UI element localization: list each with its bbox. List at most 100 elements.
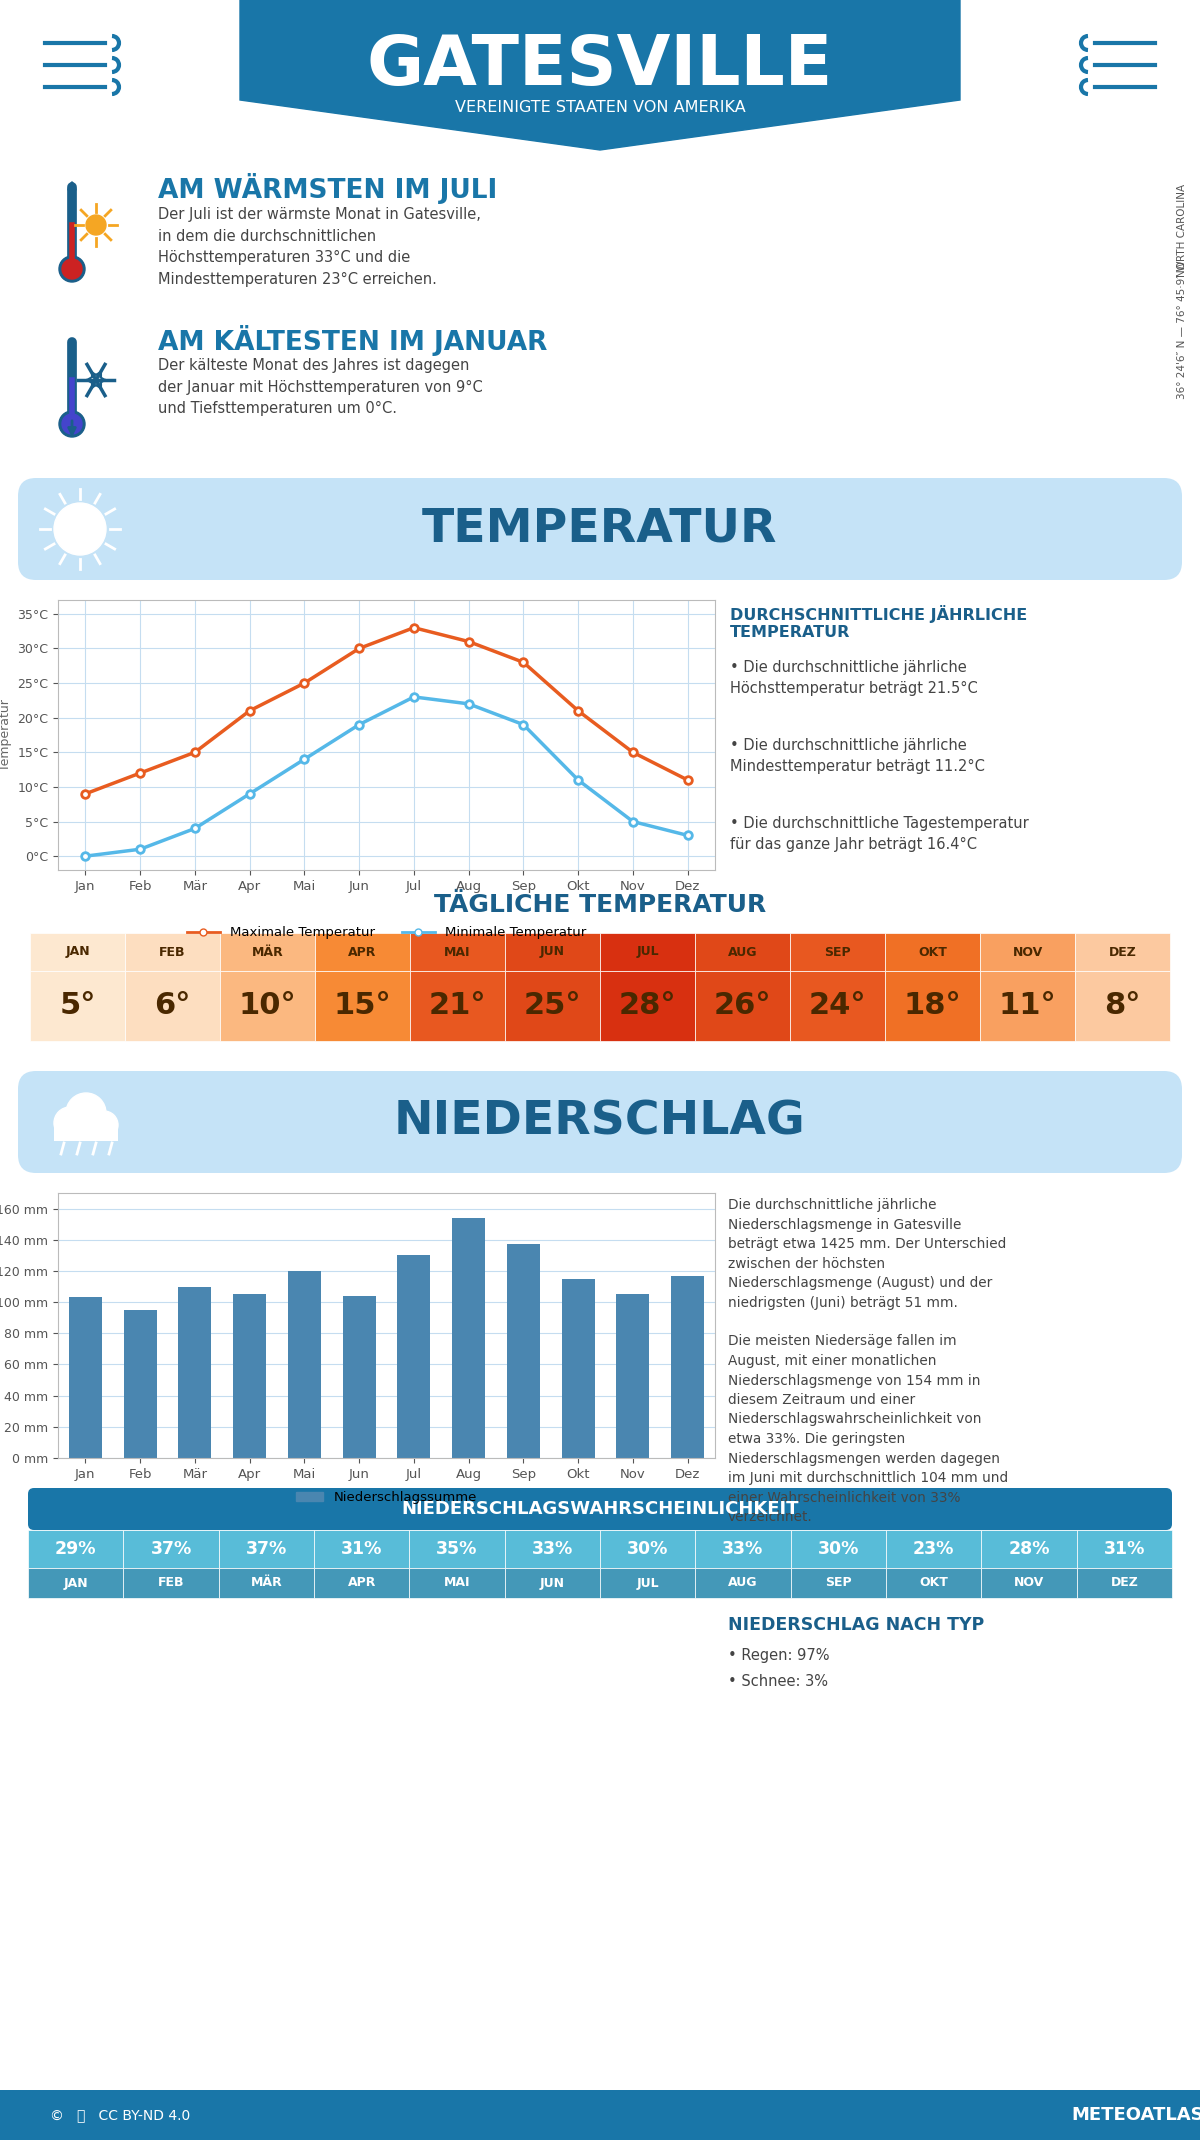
- Maximale Temperatur: [133, 760, 148, 785]
- Text: 37%: 37%: [246, 1541, 287, 1558]
- Text: 26°: 26°: [714, 991, 772, 1021]
- Bar: [695, 972, 790, 1040]
- Text: 6°: 6°: [155, 991, 191, 1021]
- Bar: [233, 1295, 266, 1457]
- Text: AUG: AUG: [728, 1577, 757, 1590]
- Bar: [397, 1256, 431, 1457]
- Text: JUL: JUL: [636, 946, 659, 959]
- Maximale Temperatur: [516, 648, 530, 674]
- Bar: [220, 933, 314, 972]
- Bar: [505, 933, 600, 972]
- Text: 29%: 29%: [55, 1541, 96, 1558]
- Maximale Temperatur: [187, 740, 202, 766]
- Text: 35%: 35%: [437, 1541, 478, 1558]
- Minimale Temperatur: [462, 691, 476, 717]
- Text: NOV: NOV: [1014, 1577, 1044, 1590]
- Circle shape: [62, 413, 82, 434]
- Minimale Temperatur: [352, 713, 366, 738]
- Text: 30%: 30%: [817, 1541, 859, 1558]
- Text: MAI: MAI: [444, 1577, 470, 1590]
- Bar: [886, 1569, 982, 1599]
- Text: DEZ: DEZ: [1110, 1577, 1139, 1590]
- Text: • Die durchschnittliche jährliche
Höchsttemperatur beträgt 21.5°C: • Die durchschnittliche jährliche Höchst…: [730, 659, 978, 696]
- Minimale Temperatur: [680, 822, 695, 847]
- Text: 18°: 18°: [904, 991, 961, 1021]
- Bar: [410, 933, 505, 972]
- Maximale Temperatur: [298, 670, 312, 696]
- Text: DEZ: DEZ: [1109, 946, 1136, 959]
- Text: 24°: 24°: [809, 991, 866, 1021]
- Text: 28%: 28%: [1008, 1541, 1050, 1558]
- Bar: [1076, 1569, 1172, 1599]
- Bar: [125, 933, 220, 972]
- Bar: [980, 972, 1075, 1040]
- Polygon shape: [240, 0, 960, 150]
- Bar: [54, 1124, 118, 1141]
- Text: NIEDERSCHLAGSWAHRSCHEINLICHKEIT: NIEDERSCHLAGSWAHRSCHEINLICHKEIT: [401, 1500, 799, 1517]
- Text: • Regen: 97%: • Regen: 97%: [728, 1648, 829, 1663]
- Minimale Temperatur: [187, 815, 202, 841]
- Text: NIEDERSCHLAG: NIEDERSCHLAG: [394, 1100, 806, 1145]
- Bar: [314, 1569, 409, 1599]
- Bar: [790, 933, 886, 972]
- Text: DURCHSCHNITTLICHE JÄHRLICHE: DURCHSCHNITTLICHE JÄHRLICHE: [730, 606, 1027, 623]
- FancyBboxPatch shape: [18, 1070, 1182, 1173]
- Circle shape: [66, 1094, 106, 1132]
- Bar: [179, 1286, 211, 1457]
- Bar: [562, 1280, 594, 1457]
- Minimale Temperatur: [298, 747, 312, 773]
- Text: AUG: AUG: [727, 946, 757, 959]
- Bar: [886, 972, 980, 1040]
- Circle shape: [54, 1106, 86, 1138]
- Circle shape: [62, 259, 82, 278]
- Text: FEB: FEB: [157, 1577, 185, 1590]
- Minimale Temperatur: [133, 837, 148, 862]
- Bar: [288, 1271, 320, 1457]
- Bar: [0, 0, 1200, 146]
- Text: 11°: 11°: [998, 991, 1056, 1021]
- FancyBboxPatch shape: [28, 1487, 1172, 1530]
- Bar: [980, 933, 1075, 972]
- Bar: [1075, 933, 1170, 972]
- Text: • Die durchschnittliche Tagestemperatur
für das ganze Jahr beträgt 16.4°C: • Die durchschnittliche Tagestemperatur …: [730, 815, 1028, 852]
- Line: Maximale Temperatur: Maximale Temperatur: [82, 625, 691, 798]
- Bar: [506, 1245, 540, 1457]
- Text: OKT: OKT: [919, 1577, 948, 1590]
- Bar: [982, 1530, 1076, 1569]
- Text: MÄR: MÄR: [251, 1577, 282, 1590]
- Bar: [314, 972, 410, 1040]
- Text: NORTH CAROLINA: NORTH CAROLINA: [1177, 184, 1187, 276]
- Bar: [410, 972, 505, 1040]
- Bar: [505, 972, 600, 1040]
- Text: Der kälteste Monat des Jahres ist dagegen
der Januar mit Höchsttemperaturen von : Der kälteste Monat des Jahres ist dagege…: [158, 357, 482, 417]
- Bar: [1075, 972, 1170, 1040]
- Circle shape: [86, 214, 106, 235]
- Bar: [409, 1530, 505, 1569]
- Text: TÄGLICHE TEMPERATUR: TÄGLICHE TEMPERATUR: [434, 892, 766, 918]
- Text: 10°: 10°: [239, 991, 296, 1021]
- Bar: [30, 972, 125, 1040]
- Text: GATESVILLE: GATESVILLE: [367, 32, 833, 98]
- Bar: [124, 1530, 218, 1569]
- Text: 28°: 28°: [619, 991, 677, 1021]
- Bar: [28, 1569, 124, 1599]
- Bar: [600, 1569, 695, 1599]
- Maximale Temperatur: [625, 740, 640, 766]
- Maximale Temperatur: [407, 614, 421, 640]
- Legend: Maximale Temperatur, Minimale Temperatur: Maximale Temperatur, Minimale Temperatur: [181, 920, 592, 944]
- Text: 37%: 37%: [150, 1541, 192, 1558]
- Bar: [30, 933, 125, 972]
- Bar: [68, 1297, 102, 1457]
- Bar: [695, 933, 790, 972]
- Text: APR: APR: [348, 946, 377, 959]
- Maximale Temperatur: [462, 629, 476, 655]
- Text: 30%: 30%: [626, 1541, 668, 1558]
- Bar: [600, 1530, 695, 1569]
- Text: JAN: JAN: [65, 946, 90, 959]
- Line: Minimale Temperatur: Minimale Temperatur: [82, 693, 691, 860]
- Bar: [505, 1569, 600, 1599]
- Bar: [695, 1530, 791, 1569]
- Bar: [600, 933, 695, 972]
- Bar: [220, 972, 314, 1040]
- Text: 25°: 25°: [523, 991, 581, 1021]
